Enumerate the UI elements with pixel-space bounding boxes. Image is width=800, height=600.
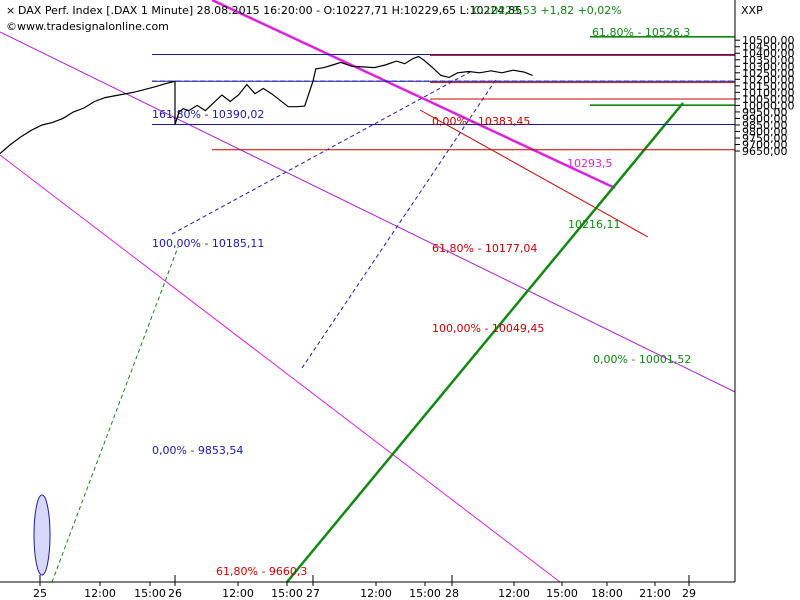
x-tick-label: 21:00 xyxy=(639,587,671,600)
x-tick-label: 26 xyxy=(168,587,182,600)
x-axis-ticks: 25 12:00 15:00 26 12:00 15:00 27 12:00 15:00 28 12… xyxy=(33,575,696,600)
x-tick-label: 15:00 xyxy=(134,587,166,600)
fib-level-label: 61,80% - 9660,3 xyxy=(216,565,307,578)
annotation-label: 10216,11 xyxy=(568,218,621,231)
fib-level-label: 100,00% - 10185,11 xyxy=(152,237,264,250)
purple-channel-line xyxy=(0,31,736,393)
x-tick-label: 15:00 xyxy=(271,587,303,600)
y-tick-label: 9750,00 xyxy=(742,132,788,145)
y-tick-label: 9650,00 xyxy=(742,145,788,158)
y-axis-ticks: 10500,0010450,0010400,0010350,0010300,00… xyxy=(735,34,795,158)
red-trend-line xyxy=(419,109,649,238)
x-tick-label: 12:00 xyxy=(498,587,530,600)
price-change: C:10229,53 +1,82 +0,02% xyxy=(473,4,622,17)
price-series xyxy=(0,55,533,155)
y-tick-label: 9850,00 xyxy=(742,119,788,132)
x-tick-label: 29 xyxy=(682,587,696,600)
blue-dashed-line-upper xyxy=(171,71,471,235)
green-dashed-line xyxy=(51,246,179,583)
blue-dashed-line-lower xyxy=(301,77,498,369)
fib-level-label: 0,00% - 10383,45 xyxy=(432,115,530,128)
trendlines xyxy=(0,0,736,583)
y-tick-label: 10400,00 xyxy=(742,47,795,60)
y-tick-label: 10350,00 xyxy=(742,54,795,67)
x-tick-label: 12:00 xyxy=(222,587,254,600)
fib-level-label: 61,80% - 10526,3 xyxy=(592,26,690,39)
fib-level-label: 161,80% - 10390,02 xyxy=(152,108,264,121)
x-tick-label: 27 xyxy=(306,587,320,600)
y-tick-label: 10300,00 xyxy=(742,60,795,73)
close-icon[interactable]: × xyxy=(6,4,15,17)
x-tick-label: 15:00 xyxy=(546,587,578,600)
fib-levels: 161,80% - 10390,02 100,00% - 10185,11 0,00… xyxy=(152,26,735,578)
green-support-line xyxy=(286,102,684,583)
price-line xyxy=(0,55,533,155)
y-tick-label: 10450,00 xyxy=(742,41,795,54)
y-tick-label: 10500,00 xyxy=(742,34,795,47)
fib-level-label: 0,00% - 10001,52 xyxy=(593,353,691,366)
annotations: 10293,5 10216,11 xyxy=(567,157,621,231)
x-tick-label: 12:00 xyxy=(360,587,392,600)
watermark: www.tradesignalonline.com xyxy=(17,20,169,33)
y-tick-label: 9900,00 xyxy=(742,112,788,125)
fib-level-label: 0,00% - 9853,54 xyxy=(152,444,243,457)
x-tick-label: 18:00 xyxy=(591,587,623,600)
x-tick-label: 15:00 xyxy=(409,587,441,600)
y-tick-label: 10250,00 xyxy=(742,67,795,80)
magenta-resistance-line xyxy=(211,0,616,190)
annotation-label: 10293,5 xyxy=(567,157,613,170)
symbol-label: XXP xyxy=(741,4,763,17)
y-tick-label: 10150,00 xyxy=(742,80,795,93)
y-tick-label: 9700,00 xyxy=(742,139,788,152)
fib-level-label: 100,00% - 10049,45 xyxy=(432,322,544,335)
y-tick-label: 10050,00 xyxy=(742,93,795,106)
copyright-icon: © xyxy=(6,20,17,33)
y-tick-label: 10200,00 xyxy=(742,73,795,86)
y-tick-label: 10000,00 xyxy=(742,99,795,112)
y-tick-label: 10100,00 xyxy=(742,86,795,99)
magenta-channel-line xyxy=(0,154,561,583)
chart-title: DAX Perf. Index [.DAX 1 Minute] 28.08.20… xyxy=(18,4,522,17)
fib-level-label: 61,80% - 10177,04 xyxy=(432,242,537,255)
x-tick-label: 25 xyxy=(33,587,47,600)
highlight-ellipse xyxy=(33,494,51,576)
x-tick-label: 28 xyxy=(445,587,459,600)
y-tick-label: 9800,00 xyxy=(742,125,788,138)
y-tick-label: 9950,00 xyxy=(742,106,788,119)
x-tick-label: 12:00 xyxy=(84,587,116,600)
